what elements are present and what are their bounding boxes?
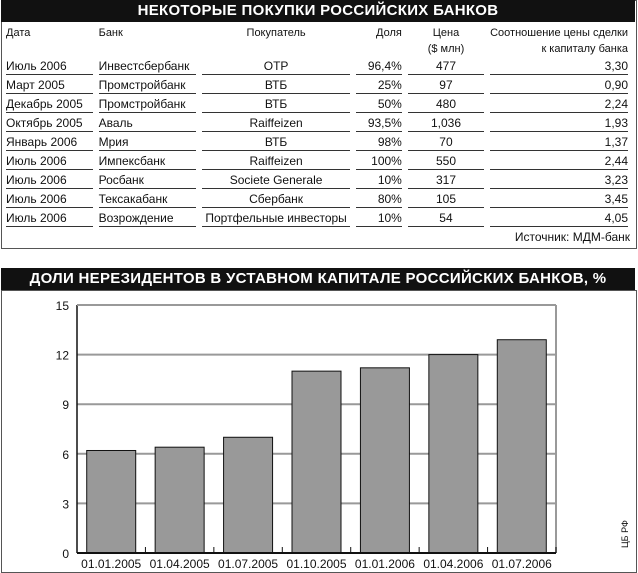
chart-credit: ЦБ РФ [620, 520, 630, 548]
table-row: Октябрь 2005 Аваль Raiffeizen 93,5% 1,036 1,9… [6, 113, 628, 132]
y-tick-label: 0 [62, 547, 69, 561]
cell-price: 70 [407, 132, 485, 151]
bank-purchases-table: Дата Банк Покупатель Доля Цена Соотношен… [0, 24, 634, 227]
cell-buyer: ВТБ [202, 132, 350, 151]
cell-price: 1,036 [407, 113, 485, 132]
bar [359, 367, 410, 554]
cell-share: 98% [355, 132, 402, 151]
x-tick-label: 01.01.2005 [81, 557, 141, 571]
table-header: Дата Банк Покупатель Доля Цена Соотношен… [6, 24, 628, 40]
x-tick-label: 01.07.2005 [218, 557, 278, 571]
cell-buyer: Raiffeizen [202, 151, 350, 170]
x-tick-label: 01.04.2005 [150, 557, 210, 571]
cell-bank: Промстройбанк [98, 94, 197, 113]
table-row: Июль 2006 Возрождение Портфельные инвестор… [6, 208, 628, 227]
table-row: Март 2005 Промстройбанк ВТБ 25% 97 0,90 [6, 75, 628, 94]
cell-price: 97 [407, 75, 485, 94]
table-row: Июль 2006 Тексакабанк Сбербанк 80% 105 3,45 [6, 189, 628, 208]
cell-date: Декабрь 2005 [6, 94, 93, 113]
header-price-unit: ($ млн) [427, 43, 465, 55]
header-share: Доля [376, 27, 402, 39]
cell-price: 317 [407, 170, 485, 189]
cell-bank: Росбанк [98, 170, 197, 189]
table-row: Июль 2006 Росбанк Societe Generale 10% 317 3,… [6, 170, 628, 189]
bar [223, 436, 274, 554]
cell-ratio: 1,37 [490, 132, 628, 151]
cell-bank: Тексакабанк [98, 189, 197, 208]
x-tick-label: 01.07.2006 [492, 557, 552, 571]
y-tick-label: 9 [62, 398, 69, 412]
cell-share: 100% [355, 151, 402, 170]
cell-share: 10% [355, 170, 402, 189]
cell-price: 477 [407, 56, 485, 75]
cell-share: 80% [355, 189, 402, 208]
cell-share: 50% [355, 94, 402, 113]
bar [154, 446, 205, 554]
chart-title: ДОЛИ НЕРЕЗИДЕНТОВ В УСТАВНОМ КАПИТАЛЕ РО… [1, 268, 635, 290]
cell-date: Июль 2006 [6, 189, 93, 208]
cell-buyer: OTP [202, 56, 350, 75]
cell-buyer: ВТБ [202, 75, 350, 94]
header-date: Дата [6, 27, 31, 39]
cell-ratio: 3,23 [490, 170, 628, 189]
cell-date: Июль 2006 [6, 208, 93, 227]
x-tick-label: 01.01.2006 [355, 557, 415, 571]
table-row: Декабрь 2005 Промстройбанк ВТБ 50% 480 2,24 [6, 94, 628, 113]
cell-price: 550 [407, 151, 485, 170]
bar [86, 449, 137, 554]
cell-price: 105 [407, 189, 485, 208]
cell-share: 93,5% [355, 113, 402, 132]
cell-price: 480 [407, 94, 485, 113]
cell-ratio: 2,24 [490, 94, 628, 113]
header-price: Цена [432, 27, 460, 39]
cell-date: Июль 2006 [6, 151, 93, 170]
cell-buyer: ВТБ [202, 94, 350, 113]
table-row: Июль 2006 Инвестсбербанк OTP 96,4% 477 3,30 [6, 56, 628, 75]
bar [291, 370, 342, 554]
cell-buyer: Raiffeizen [202, 113, 350, 132]
cell-date: Октябрь 2005 [6, 113, 93, 132]
y-tick-label: 3 [62, 497, 69, 511]
cell-date: Июль 2006 [6, 56, 93, 75]
cell-share: 25% [355, 75, 402, 94]
cell-bank: Мрия [98, 132, 197, 151]
bar [428, 354, 479, 554]
cell-ratio: 0,90 [490, 75, 628, 94]
table-row: Январь 2006 Мрия ВТБ 98% 70 1,37 [6, 132, 628, 151]
cell-ratio: 2,44 [490, 151, 628, 170]
y-tick-label: 12 [56, 349, 70, 363]
cell-bank: Возрождение [98, 208, 197, 227]
table-header-2: ($ млн) к капиталу банка [6, 40, 628, 56]
cell-buyer: Портфельные инвесторы [202, 208, 350, 227]
cell-ratio: 3,30 [490, 56, 628, 75]
y-tick-label: 6 [62, 448, 69, 462]
cell-share: 10% [355, 208, 402, 227]
header-buyer: Покупатель [246, 27, 306, 39]
cell-date: Март 2005 [6, 75, 93, 94]
y-tick-label: 15 [56, 299, 70, 313]
cell-buyer: Societe Generale [202, 170, 350, 189]
cell-ratio: 3,45 [490, 189, 628, 208]
cell-ratio: 4,05 [490, 208, 628, 227]
table-row: Июль 2006 Импексбанк Raiffeizen 100% 550 2,44 [6, 151, 628, 170]
cell-bank: Импексбанк [98, 151, 197, 170]
cell-ratio: 1,93 [490, 113, 628, 132]
cell-bank: Аваль [98, 113, 197, 132]
cell-date: Январь 2006 [6, 132, 93, 151]
x-tick-label: 01.04.2006 [423, 557, 483, 571]
cell-date: Июль 2006 [6, 170, 93, 189]
cell-bank: Промстройбанк [98, 75, 197, 94]
header-bank: Банк [98, 27, 123, 39]
x-tick-label: 01.10.2005 [286, 557, 346, 571]
bar [496, 339, 547, 554]
header-ratio: Соотношение цены сделки [490, 27, 628, 39]
cell-share: 96,4% [355, 56, 402, 75]
cell-price: 54 [407, 208, 485, 227]
header-ratio-2: к капиталу банка [541, 43, 628, 55]
cell-buyer: Сбербанк [202, 189, 350, 208]
cell-bank: Инвестсбербанк [98, 56, 197, 75]
table-title: НЕКОТОРЫЕ ПОКУПКИ РОССИЙСКИХ БАНКОВ [1, 0, 635, 22]
table-source: Источник: МДМ-банк [514, 230, 630, 244]
